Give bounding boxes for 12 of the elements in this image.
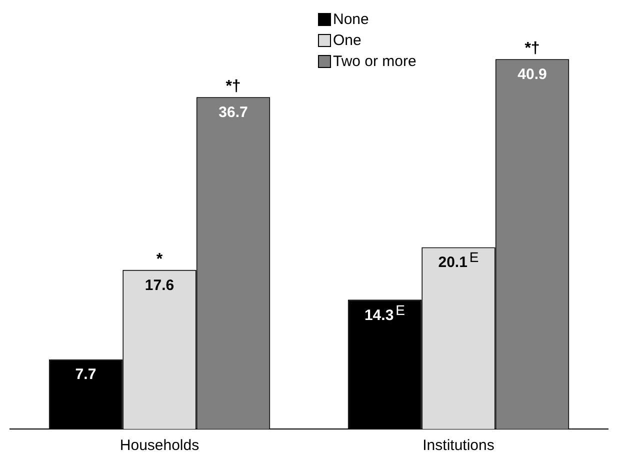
- legend-label: Two or more: [333, 53, 416, 70]
- annotation: *: [156, 250, 163, 268]
- legend-label: None: [333, 11, 369, 28]
- data-label: 7.7: [75, 366, 96, 384]
- data-label: 36.7: [218, 104, 248, 122]
- x-tick-label: Households: [120, 437, 200, 454]
- x-tick-label: Institutions: [422, 437, 494, 454]
- annotation: *†: [226, 78, 241, 96]
- data-label: 17.6: [144, 276, 174, 295]
- text: *†: [524, 40, 540, 58]
- data-label: 40.9: [518, 66, 547, 84]
- legend-label: One: [333, 32, 362, 50]
